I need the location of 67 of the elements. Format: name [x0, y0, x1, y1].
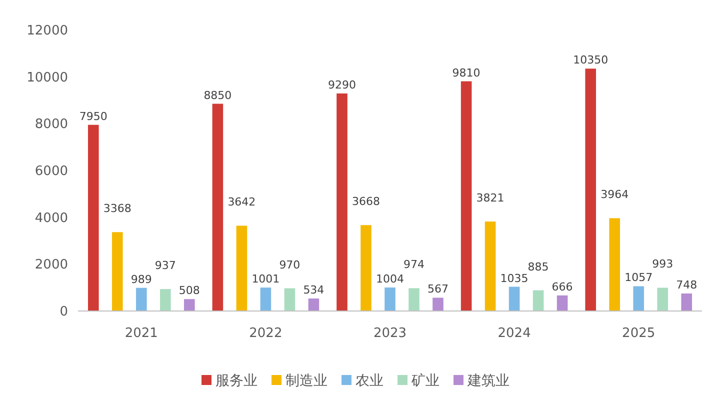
bar: [308, 298, 320, 311]
data-label: 8850: [204, 88, 232, 102]
bar: [88, 124, 99, 311]
data-label: 3821: [476, 192, 504, 205]
bar: [609, 218, 620, 311]
legend-label: 农业: [356, 372, 384, 389]
bar: [384, 287, 396, 311]
y-tick-label: 8000: [34, 117, 68, 132]
y-tick-label: 6000: [34, 164, 68, 180]
bar: [184, 299, 195, 311]
bar: [556, 295, 568, 311]
legend-label: 制造业: [286, 372, 328, 389]
bar: [336, 93, 348, 311]
y-tick-label: 2000: [34, 258, 68, 273]
bar: [633, 286, 644, 311]
bar: [260, 288, 272, 311]
data-label: 748: [676, 278, 698, 292]
y-tick-label: 12000: [26, 24, 68, 39]
data-label: 9810: [452, 66, 480, 80]
data-label: 3964: [600, 188, 629, 202]
x-tick-label: 2021: [124, 326, 158, 341]
bar: [681, 293, 692, 311]
bar: [432, 298, 444, 311]
bar: [657, 288, 668, 311]
data-label: 3368: [103, 202, 132, 216]
data-label: 1035: [500, 272, 528, 285]
bar: [585, 68, 596, 311]
bar: [484, 222, 496, 311]
data-label: 970: [279, 258, 300, 272]
data-label: 9290: [328, 78, 356, 92]
data-label: 1001: [252, 272, 280, 286]
bar: [212, 104, 224, 311]
bar: [236, 226, 248, 311]
x-tick-label: 2022: [249, 326, 282, 341]
data-label: 885: [528, 260, 549, 274]
data-label: 937: [154, 259, 176, 272]
data-label: 1057: [624, 271, 653, 284]
data-label: 7950: [79, 110, 108, 123]
legend-label: 服务业: [216, 372, 258, 389]
data-label: 567: [428, 282, 448, 296]
data-label: 1004: [376, 272, 404, 286]
x-tick-label: 2024: [498, 326, 531, 341]
y-tick-label: 4000: [34, 210, 68, 226]
data-label: 10350: [573, 54, 608, 67]
bar: [360, 225, 372, 311]
bar: [532, 290, 544, 311]
data-label: 3642: [228, 196, 256, 209]
y-tick-label: 0: [60, 304, 68, 320]
y-tick-label: 10000: [26, 70, 68, 86]
x-tick-label: 2023: [373, 326, 407, 341]
legend-label: 矿业: [410, 372, 440, 389]
bar: [508, 286, 520, 311]
bar: [460, 81, 472, 311]
bar: [160, 289, 171, 311]
bar: [136, 288, 147, 311]
data-label: 989: [130, 272, 152, 286]
x-tick-label: 2025: [622, 326, 656, 341]
bar: [112, 232, 123, 311]
data-label: 993: [652, 258, 674, 271]
data-label: 534: [303, 283, 324, 296]
data-label: 974: [404, 258, 424, 272]
bar: [408, 288, 420, 311]
legend-label: 建筑业: [466, 372, 510, 389]
bar: [284, 288, 296, 311]
data-label: 666: [552, 280, 573, 294]
data-label: 3668: [352, 195, 380, 208]
data-label: 508: [178, 284, 200, 298]
